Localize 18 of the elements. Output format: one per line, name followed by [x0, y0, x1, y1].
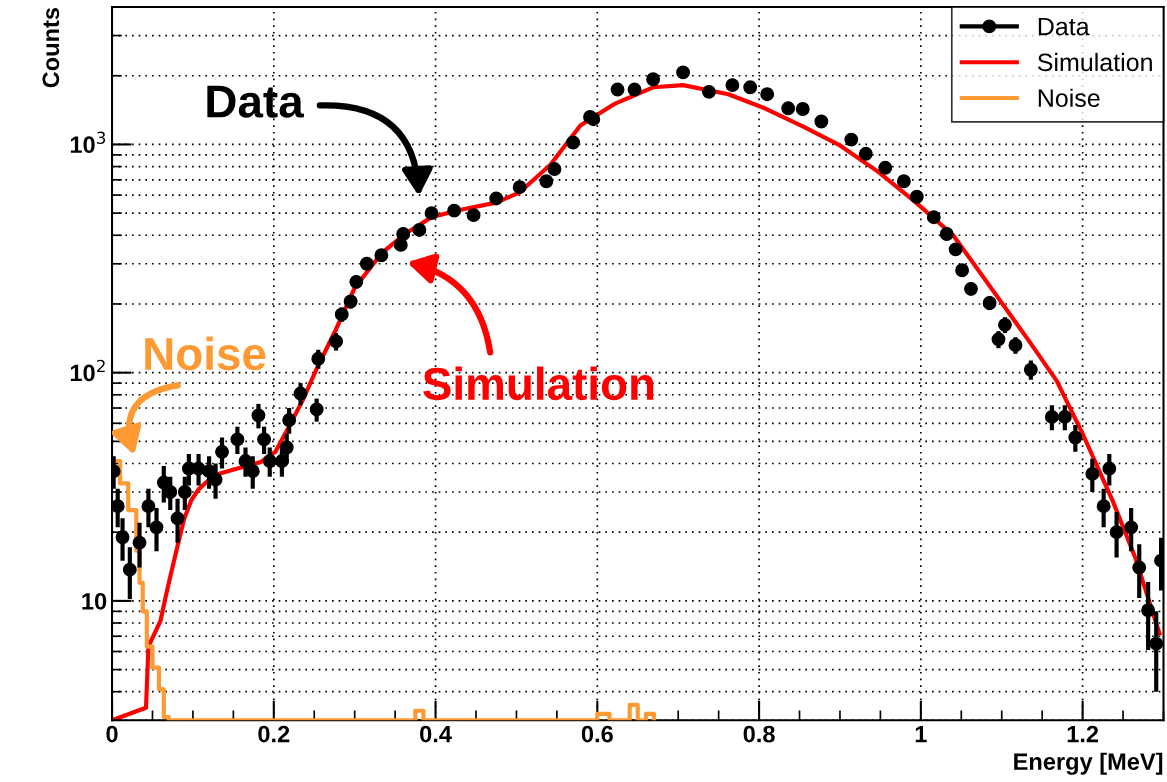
y-tick-label: 10$^{2}$ [70, 359, 105, 382]
legend-label: Simulation [1037, 52, 1152, 72]
y-axis-title: Counts [42, 8, 60, 88]
y-tick-label: 10 [82, 592, 107, 610]
x-tick-label: 0.6 [581, 725, 613, 743]
annotation: Data [207, 85, 304, 118]
x-tick-label: 0 [106, 725, 118, 743]
annotation: Simulation [423, 366, 654, 401]
x-tick-label: 0.2 [258, 725, 290, 743]
x-axis-title: Energy [MeV] [1014, 752, 1163, 775]
x-tick-label: 1 [915, 725, 927, 743]
legend-label: Noise [1038, 88, 1100, 108]
annotation: Noise [145, 336, 266, 371]
legend-label: Data [1038, 17, 1090, 36]
x-tick-label: 1.2 [1067, 725, 1099, 743]
y-tick-label: 10$^{3}$ [70, 131, 106, 154]
x-tick-label: 0.4 [420, 725, 452, 743]
x-tick-label: 0.8 [743, 725, 775, 743]
